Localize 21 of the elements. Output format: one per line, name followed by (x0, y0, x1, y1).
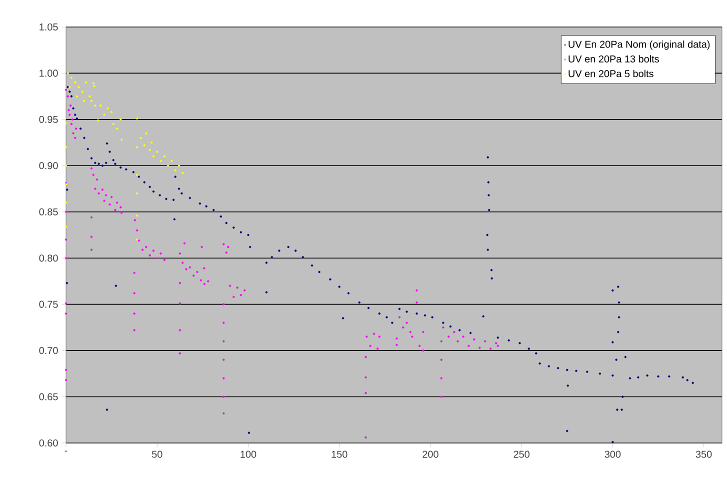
x-tick-label: - (64, 450, 68, 452)
legend-label: UV en 20Pa 5 bolts (568, 70, 654, 78)
x-tick-label: 100 (240, 450, 256, 458)
x-tick-label: 300 (604, 450, 621, 458)
legend-label: UV En 20Pa Nom (original data) (568, 40, 710, 50)
y-tick-label: 0.65 (39, 393, 58, 400)
x-tick-label: 200 (422, 450, 438, 458)
y-tick-label: 0.95 (39, 116, 58, 123)
y-tick-label: 0.80 (39, 254, 58, 262)
y-tick-label: 1.00 (40, 70, 58, 77)
y-tick-label: 0.85 (39, 208, 58, 216)
y-tick-label: 0.90 (39, 162, 58, 170)
legend-label: UV en 20Pa 13 bolts (568, 55, 659, 62)
y-tick-label: 0.70 (39, 347, 58, 354)
x-tick-label: 50 (152, 450, 162, 458)
x-tick-label: 250 (514, 450, 530, 458)
y-tick-label: 1.05 (40, 23, 58, 31)
y-tick-label: 0.75 (39, 300, 58, 308)
y-tick-label: 0.60 (39, 439, 58, 447)
x-tick-label: 150 (332, 450, 348, 458)
x-tick-label: 350 (696, 450, 712, 458)
